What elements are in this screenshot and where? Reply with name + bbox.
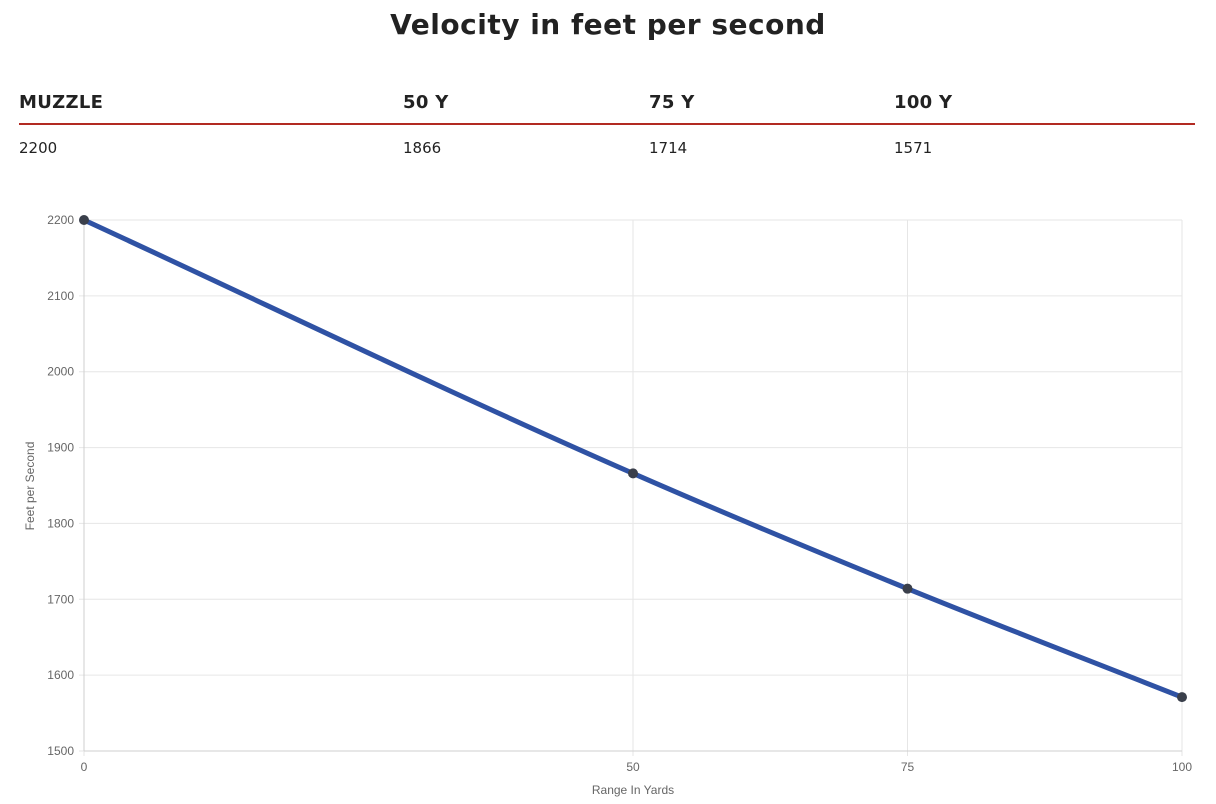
y-tick-label: 2100 <box>47 289 74 303</box>
x-axis-title: Range In Yards <box>592 783 674 797</box>
value-50y: 1866 <box>403 139 442 157</box>
y-axis-title: Feet per Second <box>23 442 37 531</box>
header-muzzle: MUZZLE <box>19 92 104 113</box>
velocity-table-header-row: MUZZLE 50 Y 75 Y 100 Y <box>19 88 1195 125</box>
series-line <box>81 217 1185 700</box>
chart-series <box>81 217 1185 700</box>
x-tick-label: 50 <box>626 760 640 774</box>
y-tick-label: 2200 <box>47 213 74 227</box>
header-50y: 50 Y <box>403 92 449 113</box>
chart-grid <box>79 219 1183 756</box>
y-tick-label: 1800 <box>47 516 74 530</box>
x-tick-label: 75 <box>901 760 915 774</box>
chart-axes <box>83 220 1182 752</box>
y-tick-label: 2000 <box>47 365 74 379</box>
header-100y: 100 Y <box>894 92 953 113</box>
data-point <box>1177 692 1187 703</box>
y-tick-label: 1500 <box>47 744 74 758</box>
velocity-table-data-row: 2200 1866 1714 1571 <box>19 125 1195 157</box>
page-title: Velocity in feet per second <box>390 8 826 41</box>
chart-points <box>79 215 1187 703</box>
data-point <box>79 215 89 225</box>
y-tick-label: 1600 <box>47 668 74 682</box>
x-tick-label: 0 <box>81 760 88 774</box>
velocity-table: MUZZLE 50 Y 75 Y 100 Y 2200 1866 1714 15… <box>19 88 1195 157</box>
y-tick-label: 1700 <box>47 592 74 606</box>
value-100y: 1571 <box>894 139 933 157</box>
y-tick-label: 1900 <box>47 441 74 455</box>
data-point <box>902 583 913 594</box>
x-tick-label: 100 <box>1172 760 1192 774</box>
chart-tick-labels: 1500 1600 1700 1800 1900 2000 2100 2200 0 50 75 100 <box>47 213 1192 774</box>
value-75y: 1714 <box>649 139 688 157</box>
data-point <box>628 468 638 479</box>
header-75y: 75 Y <box>649 92 695 113</box>
value-muzzle: 2200 <box>19 139 58 157</box>
